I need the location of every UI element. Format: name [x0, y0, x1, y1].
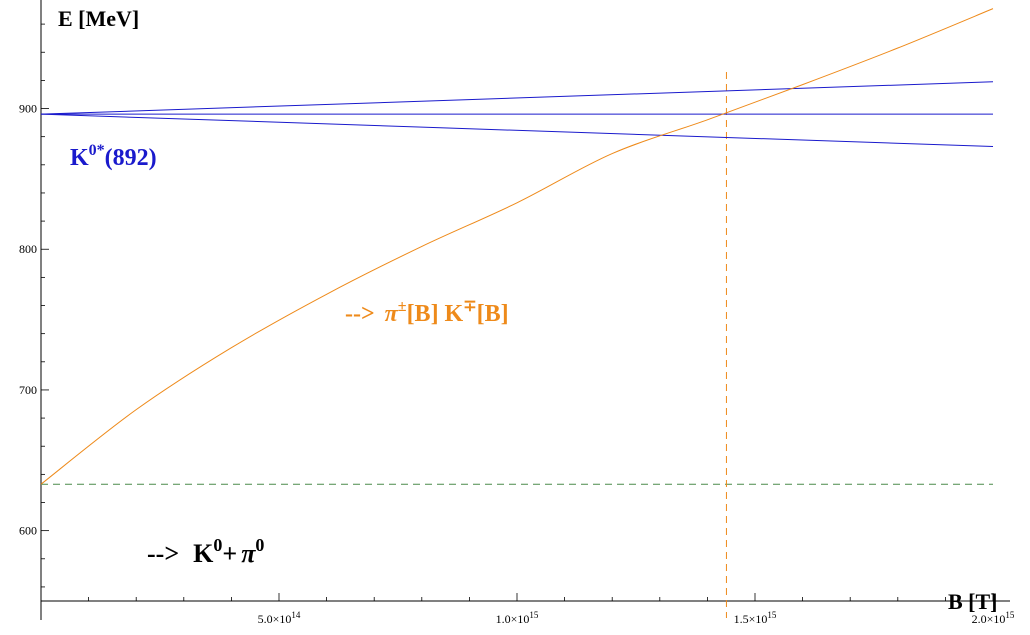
series-line-0: [40, 81, 994, 115]
series-line-2: [40, 113, 994, 148]
y-tick-label: 800: [19, 242, 37, 256]
x-axis-title: B [T]: [948, 589, 998, 614]
k0-pi0-annotation: --> K0+ π0: [147, 535, 264, 568]
series-line-3: [40, 8, 994, 485]
reference-lines: [41, 72, 993, 618]
series-lines: [40, 8, 994, 485]
y-tick-label: 700: [19, 383, 37, 397]
y-tick-label: 600: [19, 524, 37, 538]
y-tick-label: 900: [19, 102, 37, 116]
axes: [40, 0, 1010, 620]
x-tick-label: 5.0×1014: [258, 610, 301, 626]
k0star-annotation: K0*(892): [70, 142, 157, 171]
y-axis-title: E [MeV]: [58, 6, 139, 31]
pion-kaon-annotation: --> π±[B] K∓[B]: [345, 298, 509, 327]
x-tick-label: 1.5×1015: [734, 610, 777, 626]
ticks: 600 700 800 900 5.0×1014 1.0×1015 1.5×1015 2.0×…: [19, 23, 1015, 626]
x-tick-label: 2.0×1015: [972, 610, 1015, 626]
x-tick-label: 1.0×1015: [496, 610, 539, 626]
